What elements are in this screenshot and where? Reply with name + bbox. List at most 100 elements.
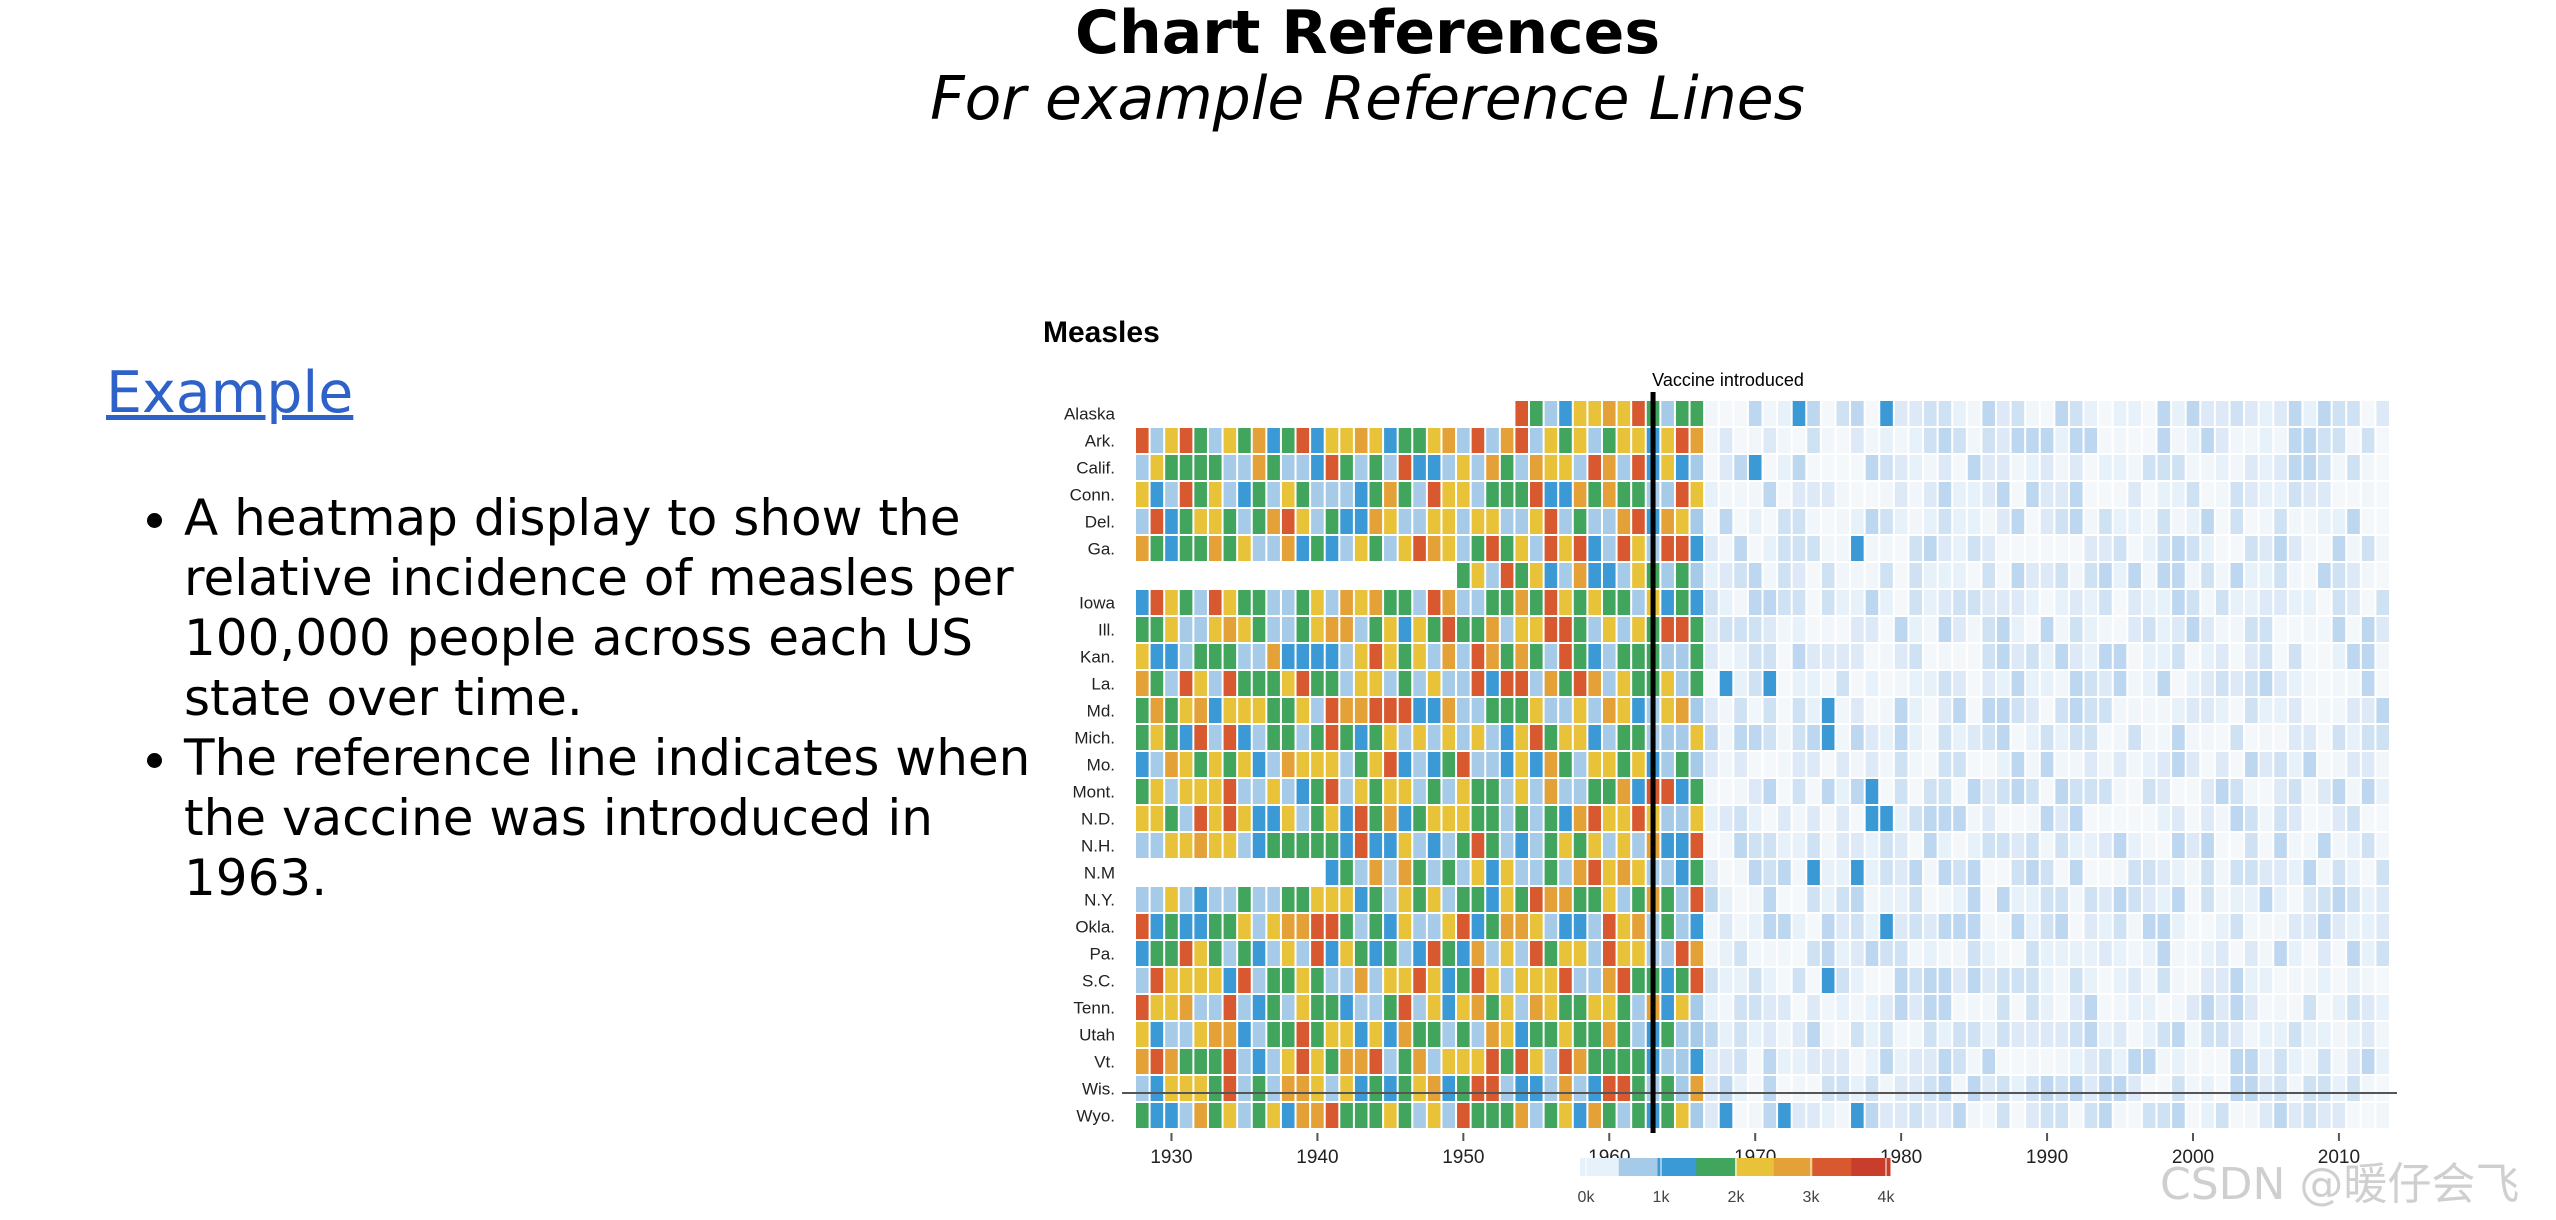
heatmap-cell xyxy=(2069,536,2083,561)
heatmap-cell xyxy=(1967,671,1981,696)
heatmap-cell xyxy=(1865,1049,1879,1074)
row-label: Vt. xyxy=(1094,1053,1115,1072)
heatmap-cell xyxy=(2215,401,2229,426)
heatmap-cell xyxy=(1705,779,1718,804)
heatmap-cell xyxy=(1325,914,1339,939)
heatmap-cell xyxy=(2361,887,2375,912)
heatmap-cell xyxy=(1238,482,1251,507)
heatmap-cell xyxy=(1281,671,1295,696)
heatmap-cell xyxy=(2099,509,2112,534)
heatmap-cell xyxy=(1894,1103,1908,1128)
heatmap-cell xyxy=(2026,860,2039,885)
heatmap-cell xyxy=(1953,914,1966,939)
heatmap-cell xyxy=(2215,482,2229,507)
heatmap-cell xyxy=(2303,698,2317,723)
heatmap-cell xyxy=(1661,968,1674,993)
heatmap-cell xyxy=(1690,968,1704,993)
heatmap-cell xyxy=(1778,428,1791,453)
heatmap-cell xyxy=(1179,536,1193,561)
heatmap-cell xyxy=(2113,428,2127,453)
heatmap-cell xyxy=(1194,914,1207,939)
heatmap-cell xyxy=(1602,401,1616,426)
heatmap-cell xyxy=(1136,887,1149,912)
heatmap-cell xyxy=(2274,860,2287,885)
heatmap-cell xyxy=(2376,1103,2389,1128)
heatmap-cell xyxy=(2347,455,2360,480)
heatmap-cell xyxy=(2303,752,2317,777)
heatmap-cell xyxy=(1267,428,1280,453)
heatmap-cell xyxy=(1325,779,1339,804)
heatmap-cell xyxy=(2186,428,2200,453)
heatmap-cell xyxy=(1821,401,1835,426)
heatmap-cell xyxy=(2201,1103,2214,1128)
heatmap-cell xyxy=(2332,509,2346,534)
heatmap-cell xyxy=(2099,536,2112,561)
heatmap-cell xyxy=(1675,914,1689,939)
heatmap-cell xyxy=(1179,617,1193,642)
heatmap-cell xyxy=(2026,401,2039,426)
heatmap-cell xyxy=(1982,401,1995,426)
heatmap-cell xyxy=(2128,1022,2141,1047)
heatmap-cell xyxy=(1530,617,1543,642)
heatmap-cell xyxy=(1675,968,1689,993)
heatmap-cell xyxy=(1398,509,1412,534)
heatmap-cell xyxy=(2099,482,2112,507)
heatmap-cell xyxy=(1208,887,1222,912)
heatmap-cell xyxy=(1865,644,1879,669)
heatmap-cell xyxy=(1938,725,1952,750)
heatmap-cell xyxy=(1748,752,1762,777)
heatmap-cell xyxy=(1807,671,1820,696)
heatmap-cell xyxy=(2230,482,2244,507)
heatmap-cell xyxy=(1924,725,1937,750)
heatmap-cell xyxy=(1967,752,1981,777)
heatmap-cell xyxy=(1880,698,1893,723)
heatmap-cell xyxy=(2084,752,2098,777)
heatmap-cell xyxy=(1851,455,1864,480)
heatmap-cell xyxy=(1967,1022,1981,1047)
heatmap-cell xyxy=(1807,428,1820,453)
heatmap-cell xyxy=(1880,563,1893,588)
heatmap-cell xyxy=(2055,779,2068,804)
heatmap-cell xyxy=(1967,860,1981,885)
heatmap-cell xyxy=(1238,1076,1251,1101)
heatmap-cell xyxy=(2011,563,2025,588)
heatmap-cell xyxy=(1865,860,1879,885)
heatmap-cell xyxy=(1792,779,1806,804)
heatmap-cell xyxy=(1150,779,1164,804)
heatmap-cell xyxy=(1573,1076,1587,1101)
heatmap-cell xyxy=(2011,779,2025,804)
example-link[interactable]: Example xyxy=(106,360,354,426)
heatmap-cell xyxy=(2099,428,2112,453)
heatmap-cell xyxy=(2201,698,2214,723)
heatmap-cell xyxy=(2186,860,2200,885)
heatmap-cell xyxy=(1763,887,1777,912)
heatmap-cell xyxy=(1194,536,1207,561)
heatmap-cell xyxy=(2084,455,2098,480)
heatmap-cell xyxy=(1325,1022,1339,1047)
heatmap-cell xyxy=(1311,914,1324,939)
heatmap-cell xyxy=(1967,428,1981,453)
heatmap-cell xyxy=(2099,887,2112,912)
heatmap-cell xyxy=(2113,698,2127,723)
heatmap-cell xyxy=(1384,1076,1397,1101)
heatmap-cell xyxy=(1953,671,1966,696)
heatmap-cell xyxy=(1150,644,1164,669)
heatmap-cell xyxy=(2230,617,2244,642)
heatmap-cell xyxy=(2215,1103,2229,1128)
heatmap-cell xyxy=(1588,779,1601,804)
heatmap-cell xyxy=(1281,725,1295,750)
heatmap-cell xyxy=(1705,590,1718,615)
heatmap-cell xyxy=(1311,806,1324,831)
heatmap-cell xyxy=(1442,482,1456,507)
heatmap-cell xyxy=(1427,536,1441,561)
heatmap-cell xyxy=(1719,563,1733,588)
heatmap-cell xyxy=(1559,833,1572,858)
heatmap-cell xyxy=(1179,482,1193,507)
heatmap-cell xyxy=(1165,617,1178,642)
heatmap-cell xyxy=(2069,1076,2083,1101)
heatmap-cell xyxy=(1967,1076,1981,1101)
heatmap-cell xyxy=(2186,941,2200,966)
heatmap-cell xyxy=(1705,455,1718,480)
heatmap-cell xyxy=(2215,428,2229,453)
heatmap-cell xyxy=(1938,428,1952,453)
